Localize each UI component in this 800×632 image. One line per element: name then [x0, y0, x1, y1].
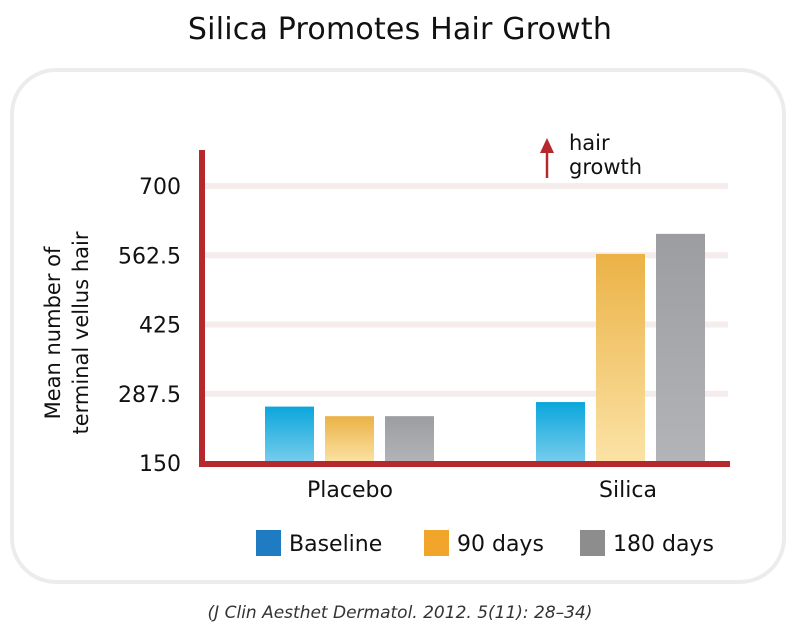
- x-tick-label: Silica: [599, 478, 657, 503]
- bar-placebo-180-days: [385, 416, 434, 463]
- bar-placebo-90-days: [325, 416, 374, 463]
- bar-chart: Mean number of terminal vellus hair 150 2…: [41, 131, 730, 557]
- citation: (J Clin Aesthet Dermatol. 2012. 5(11): 2…: [207, 603, 593, 623]
- chart-title: Silica Promotes Hair Growth: [187, 12, 613, 47]
- legend-swatch: [424, 530, 449, 556]
- y-axis-label-line1: Mean number of: [41, 246, 65, 419]
- y-tick-label: 425: [139, 314, 181, 339]
- bar-silica-baseline: [536, 402, 585, 463]
- y-tick-label: 700: [139, 175, 181, 200]
- legend-label: 180 days: [613, 532, 714, 557]
- hair-growth-label-line1: hair: [569, 131, 610, 155]
- legend-swatch: [256, 530, 281, 556]
- y-tick-label: 287.5: [118, 383, 181, 408]
- y-axis-label-line2: terminal vellus hair: [69, 231, 93, 434]
- legend-swatch: [580, 530, 605, 556]
- bar-placebo-baseline: [265, 406, 314, 463]
- y-tick-label: 562.5: [118, 244, 181, 269]
- bar-silica-180-days: [656, 233, 705, 463]
- hair-growth-arrow-head: [540, 138, 554, 153]
- y-tick-label: 150: [139, 452, 181, 477]
- bar-silica-90-days: [596, 253, 645, 463]
- x-tick-label: Placebo: [307, 478, 393, 503]
- hair-growth-label-line2: growth: [569, 155, 642, 179]
- legend-label: Baseline: [289, 532, 382, 557]
- legend-label: 90 days: [457, 532, 544, 557]
